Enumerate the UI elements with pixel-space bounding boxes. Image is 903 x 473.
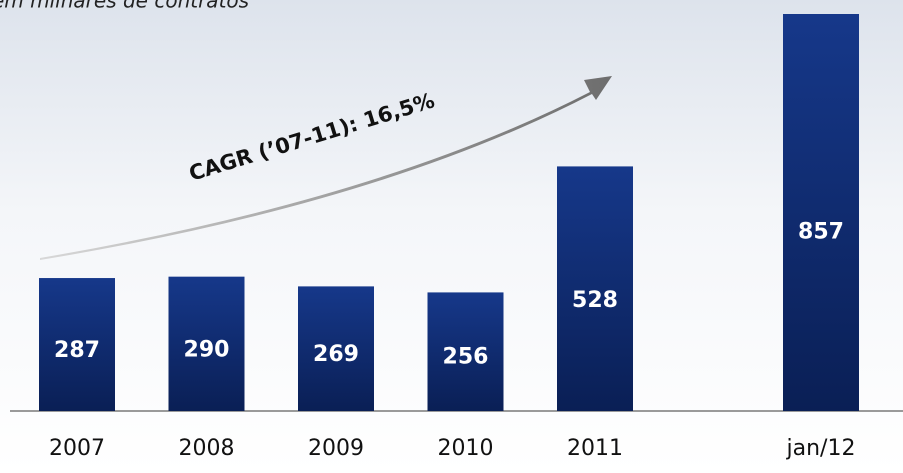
x-tick-label: 2008 [179,436,235,461]
x-tick-label: 2009 [308,436,364,461]
x-tick-label: 2011 [567,436,623,461]
x-tick-label: 2007 [49,436,105,461]
bar [557,166,633,411]
subtitle: em milhares de contratos [0,0,249,13]
x-tick-label: 2010 [438,436,494,461]
value-label: 287 [54,338,100,363]
value-label: 290 [184,338,230,363]
value-label: 528 [572,288,618,313]
value-label: 256 [443,345,489,370]
bar [298,286,374,411]
bar [168,276,245,411]
x-tick-label: jan/12 [786,436,856,461]
bar [427,292,504,411]
value-label: 269 [313,342,359,367]
value-label: 857 [798,219,844,244]
bar [39,278,115,411]
bar [783,14,859,411]
